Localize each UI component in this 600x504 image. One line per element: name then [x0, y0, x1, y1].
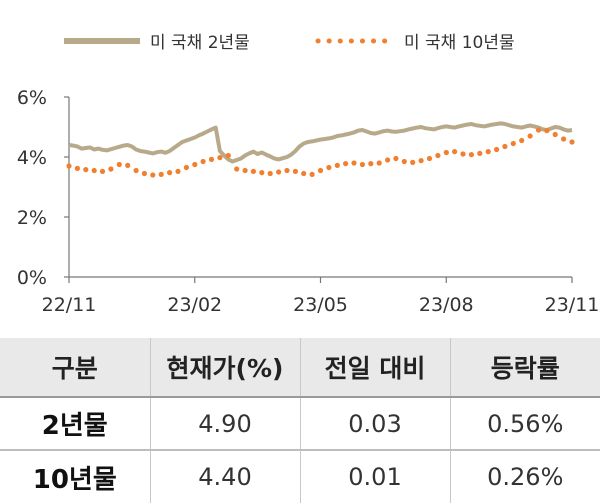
data-point: [276, 169, 282, 175]
row-label-10y: 10년물: [32, 464, 117, 495]
data-point: [250, 168, 256, 174]
data-point: [485, 149, 491, 155]
series-2y-line: [68, 121, 573, 164]
data-point: [83, 167, 89, 173]
data-point: [74, 165, 80, 171]
data-point: [510, 140, 516, 147]
table-row: 2년물 4.90 0.03 0.56%: [0, 397, 600, 451]
data-point: [477, 150, 483, 156]
x-axis-ticks: 22/11 23/02 23/05 23/08 23/11: [42, 277, 600, 316]
data-point: [527, 133, 533, 139]
cell-rate-2y: 0.56%: [449, 397, 600, 451]
data-point: [175, 168, 181, 174]
data-point: [569, 139, 575, 145]
x-tick-label: 22/11: [42, 294, 97, 316]
y-tick-label: 4%: [17, 147, 47, 169]
data-point: [460, 151, 466, 157]
data-point: [519, 137, 525, 144]
data-point: [544, 128, 550, 134]
yield-chart: 미 국채 2년물 미 국채 10년물 0% 2% 4% 6% 22/11 23/02 23…: [17, 33, 600, 316]
data-point: [359, 161, 365, 168]
data-point: [91, 167, 97, 174]
y-tick-label: 0%: [17, 267, 47, 289]
chart-legend: 미 국채 2년물 미 국채 10년물: [64, 33, 515, 53]
data-point: [150, 172, 156, 178]
data-point: [99, 168, 106, 174]
data-point: [410, 159, 416, 165]
data-point: [66, 163, 72, 169]
data-point: [242, 167, 248, 174]
data-point: [284, 167, 290, 174]
header-category: 구분: [0, 338, 150, 398]
series-10y-points: [66, 127, 575, 178]
data-point: [234, 166, 240, 172]
x-tick-label: 23/05: [293, 294, 348, 316]
data-point: [385, 157, 391, 163]
x-tick-label: 23/08: [419, 294, 474, 316]
y-tick-label: 2%: [17, 207, 47, 229]
y-axis-ticks: 0% 2% 4% 6%: [17, 87, 69, 289]
table-header-row: 구분 현재가(%) 전일 대비 등락률: [0, 338, 600, 398]
data-point: [259, 170, 265, 176]
data-point: [552, 131, 558, 138]
data-point: [393, 155, 399, 162]
data-point: [561, 136, 567, 142]
data-point: [317, 167, 324, 174]
data-point: [452, 149, 458, 155]
header-rate: 등락률: [449, 338, 600, 398]
data-point: [141, 170, 147, 177]
data-point: [125, 162, 131, 168]
data-point: [116, 161, 122, 168]
data-point: [301, 170, 307, 177]
data-point: [183, 164, 189, 171]
row-label-2y: 2년물: [0, 397, 150, 451]
data-point: [376, 160, 382, 166]
data-point: [167, 170, 173, 176]
data-point: [158, 171, 164, 177]
data-point: [401, 158, 407, 165]
data-point: [267, 170, 273, 177]
cell-price-10y: 4.40: [149, 450, 300, 503]
data-point: [426, 155, 433, 162]
data-point: [192, 161, 198, 168]
data-point: [351, 160, 357, 166]
cell-price-2y: 4.90: [149, 397, 300, 451]
header-change: 전일 대비: [299, 338, 450, 398]
data-point: [535, 127, 542, 133]
data-point: [326, 164, 332, 171]
data-point: [200, 158, 206, 165]
data-point: [292, 168, 298, 174]
data-point: [502, 143, 508, 150]
data-point: [435, 152, 441, 159]
data-point: [443, 149, 449, 156]
data-point: [343, 161, 349, 167]
x-tick-label: 23/11: [545, 294, 600, 316]
data-point: [133, 167, 139, 174]
data-point: [108, 166, 114, 172]
data-point: [368, 161, 374, 167]
cell-rate-10y: 0.26%: [449, 450, 600, 503]
yield-table: 구분 현재가(%) 전일 대비 등락률 2년물 4.90 0.03 0.56% …: [0, 338, 600, 503]
data-point: [309, 171, 315, 177]
data-point: [334, 162, 340, 168]
cell-change-10y: 0.01: [299, 450, 450, 503]
legend-label-10y: 미 국채 10년물: [404, 33, 515, 53]
y-tick-label: 6%: [17, 87, 47, 109]
legend-label-2y: 미 국채 2년물: [150, 33, 250, 53]
x-tick-label: 23/02: [167, 294, 222, 316]
data-point: [494, 146, 500, 153]
data-point: [208, 156, 215, 162]
data-point: [418, 158, 424, 164]
data-point: [468, 152, 474, 158]
table-row: 10년물 4.40 0.01 0.26%: [0, 450, 600, 503]
header-price: 현재가(%): [149, 338, 300, 398]
data-point: [217, 155, 223, 161]
series-layer: [66, 121, 575, 178]
data-point: [225, 152, 231, 159]
cell-change-2y: 0.03: [299, 397, 450, 451]
